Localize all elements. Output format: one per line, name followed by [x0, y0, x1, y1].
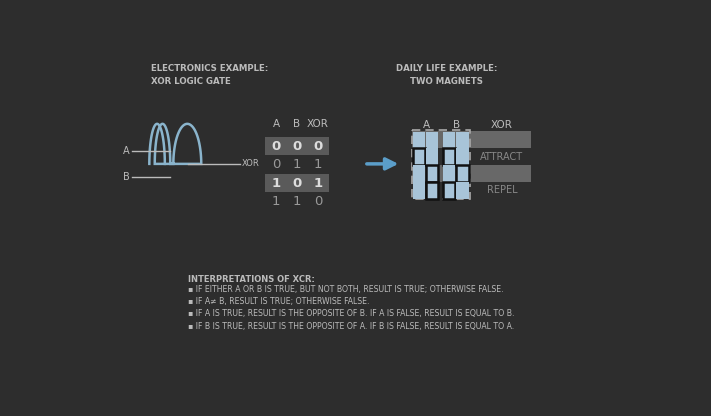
Text: 1: 1 — [314, 177, 323, 190]
Bar — [456, 182, 469, 198]
Text: 0: 0 — [272, 140, 281, 153]
Text: 0: 0 — [292, 140, 301, 153]
Text: B: B — [123, 172, 129, 182]
Bar — [426, 149, 439, 165]
Bar — [426, 131, 439, 148]
Text: A: A — [422, 120, 429, 130]
Text: N: N — [415, 168, 423, 178]
Text: ELECTRONICS EXAMPLE:
XOR LOGIC GATE: ELECTRONICS EXAMPLE: XOR LOGIC GATE — [151, 64, 268, 86]
Bar — [426, 182, 439, 198]
Text: 1: 1 — [314, 158, 322, 171]
Text: N: N — [445, 135, 454, 145]
Bar — [456, 166, 469, 182]
Text: 1: 1 — [272, 177, 281, 190]
Text: S: S — [459, 135, 466, 145]
Text: S: S — [429, 168, 436, 178]
Bar — [412, 130, 470, 199]
Text: XOR: XOR — [242, 159, 260, 168]
Text: 1: 1 — [293, 195, 301, 208]
Text: XOR: XOR — [307, 119, 328, 129]
Text: 0: 0 — [314, 195, 322, 208]
Text: ▪ IF A≠ B, RESULT IS TRUE; OTHERWISE FALSE.: ▪ IF A≠ B, RESULT IS TRUE; OTHERWISE FAL… — [188, 297, 370, 306]
Text: N: N — [428, 135, 437, 145]
Text: 1: 1 — [272, 195, 280, 208]
Text: S: S — [415, 151, 423, 161]
Text: REPEL: REPEL — [486, 186, 518, 196]
Bar — [443, 182, 456, 198]
Text: A: A — [272, 119, 279, 129]
Text: A: A — [123, 146, 129, 156]
Text: S: S — [446, 151, 453, 161]
Text: N: N — [458, 151, 467, 161]
Text: ATTRACT: ATTRACT — [477, 168, 527, 178]
Text: S: S — [446, 186, 453, 196]
Text: 0: 0 — [292, 177, 301, 190]
Text: S: S — [415, 135, 423, 145]
Text: N: N — [415, 186, 423, 196]
Text: 1: 1 — [293, 158, 301, 171]
Bar — [413, 149, 425, 165]
Bar — [413, 166, 425, 182]
Bar — [456, 131, 469, 148]
Text: XOR: XOR — [491, 120, 513, 130]
Text: B: B — [453, 120, 460, 130]
Text: N: N — [445, 168, 454, 178]
Text: DAILY LIFE EXAMPLE:
TWO MAGNETS: DAILY LIFE EXAMPLE: TWO MAGNETS — [396, 64, 498, 86]
Text: ▪ IF B IS TRUE, RESULT IS THE OPPOSITE OF A. IF B IS FALSE, RESULT IS EQUAL TO A: ▪ IF B IS TRUE, RESULT IS THE OPPOSITE O… — [188, 322, 514, 331]
Text: N: N — [428, 151, 437, 161]
Bar — [443, 131, 456, 148]
Text: ▪ IF A IS TRUE, RESULT IS THE OPPOSITE OF B. IF A IS FALSE, RESULT IS EQUAL TO B: ▪ IF A IS TRUE, RESULT IS THE OPPOSITE O… — [188, 310, 515, 318]
Text: 0: 0 — [314, 140, 323, 153]
Text: REPEL: REPEL — [485, 135, 519, 145]
Bar — [413, 182, 425, 198]
Text: INTERPRETATIONS OF XCR:: INTERPRETATIONS OF XCR: — [188, 275, 315, 284]
Bar — [412, 131, 530, 148]
Bar — [456, 149, 469, 165]
Bar — [443, 149, 456, 165]
Text: S: S — [429, 186, 436, 196]
Bar — [443, 166, 456, 182]
Bar — [413, 131, 425, 148]
Text: B: B — [294, 119, 301, 129]
Bar — [264, 174, 329, 192]
Text: S: S — [459, 168, 466, 178]
Bar — [412, 165, 530, 182]
Text: ATTRACT: ATTRACT — [481, 151, 523, 161]
Bar — [426, 166, 439, 182]
Text: 0: 0 — [272, 158, 280, 171]
Text: ▪ IF EITHER A OR B IS TRUE, BUT NOT BOTH, RESULT IS TRUE; OTHERWISE FALSE.: ▪ IF EITHER A OR B IS TRUE, BUT NOT BOTH… — [188, 285, 503, 294]
Bar — [264, 137, 329, 156]
Text: N: N — [458, 186, 467, 196]
